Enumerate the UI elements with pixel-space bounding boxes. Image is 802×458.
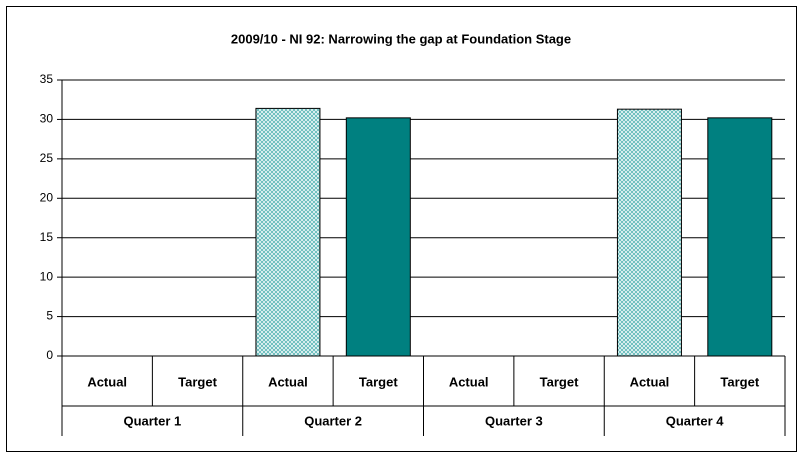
bar (345, 117, 411, 357)
sub-label: Actual (87, 374, 127, 389)
bar (707, 117, 773, 357)
sub-label: Target (359, 374, 398, 389)
group-label: Quarter 3 (485, 413, 543, 428)
bar (255, 107, 321, 357)
group-label: Quarter 1 (123, 413, 181, 428)
y-tick-label: 15 (40, 230, 54, 244)
sub-label: Target (540, 374, 579, 389)
sub-label: Actual (268, 374, 308, 389)
group-label: Quarter 4 (666, 413, 725, 428)
sub-label: Target (720, 374, 759, 389)
group-label: Quarter 2 (304, 413, 362, 428)
y-tick-label: 25 (40, 151, 54, 165)
y-tick-label: 0 (46, 348, 53, 362)
y-tick-label: 10 (40, 269, 54, 283)
bar (616, 108, 682, 357)
y-tick-label: 30 (40, 112, 54, 126)
sub-label: Actual (630, 374, 670, 389)
y-tick-label: 35 (40, 72, 54, 86)
sub-label: Actual (449, 374, 489, 389)
sub-label: Target (178, 374, 217, 389)
chart-title: 2009/10 - NI 92: Narrowing the gap at Fo… (231, 31, 571, 46)
y-tick-label: 5 (46, 309, 53, 323)
y-tick-label: 20 (40, 190, 54, 204)
